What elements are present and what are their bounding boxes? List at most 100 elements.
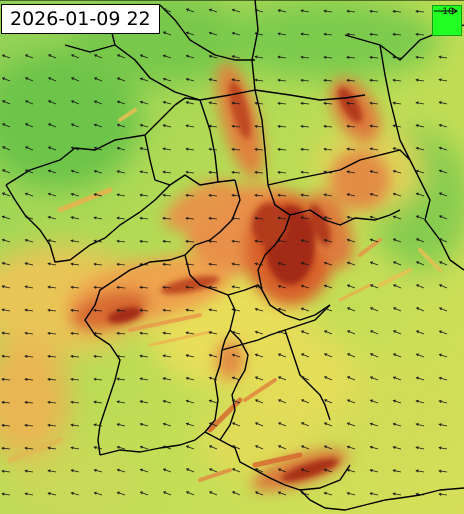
wind-arrow — [1, 400, 11, 404]
wind-arrow — [1, 308, 11, 312]
wind-arrow — [70, 123, 80, 128]
wind-arrow — [24, 492, 34, 496]
wind-arrow — [254, 399, 264, 404]
wind-arrow — [300, 239, 310, 243]
wind-arrow — [254, 491, 264, 496]
wind-arrow — [1, 77, 11, 82]
wind-arrow — [346, 399, 356, 404]
border-line — [159, 4, 255, 61]
wind-arrow — [47, 354, 57, 358]
wind-arrow — [369, 399, 379, 404]
wind-arrow — [369, 147, 379, 151]
wind-arrow — [369, 330, 379, 335]
wind-arrow — [392, 330, 402, 335]
wind-arrow — [185, 239, 195, 243]
wind-arrow — [277, 101, 287, 105]
wind-arrow — [208, 8, 218, 13]
wind-arrow — [254, 330, 264, 335]
wind-arrow — [392, 55, 402, 59]
wind-arrow — [346, 32, 356, 36]
wind-arrow — [415, 261, 425, 266]
wind-arrow — [116, 377, 126, 381]
wind-arrow — [116, 468, 126, 473]
wind-arrow — [47, 169, 57, 174]
wind-arrow — [185, 216, 195, 220]
wind-arrow — [208, 216, 218, 220]
wind-arrow — [323, 170, 333, 174]
wind-arrow — [70, 146, 80, 151]
wind-arrow — [93, 216, 103, 220]
wind-arrow — [93, 239, 103, 243]
wind-arrow — [139, 123, 149, 128]
wind-arrow — [1, 285, 11, 289]
wind-arrow — [277, 239, 287, 243]
wind-arrow — [24, 146, 34, 151]
wind-arrow — [277, 422, 287, 427]
wind-arrow — [277, 399, 287, 404]
wind-arrow — [24, 215, 34, 220]
wind-arrow — [185, 8, 195, 13]
wind-arrow — [369, 215, 379, 220]
wind-arrow — [346, 445, 356, 450]
wind-arrow — [93, 308, 103, 312]
wind-arrow — [24, 400, 34, 404]
wind-arrow — [70, 423, 80, 427]
border-line — [267, 149, 464, 271]
wind-arrow — [231, 376, 241, 381]
wind-arrow — [369, 124, 379, 128]
wind-arrow — [392, 399, 402, 404]
wind-arrow — [208, 308, 218, 312]
wind-arrow — [438, 238, 448, 243]
wind-arrow — [47, 146, 57, 151]
wind-arrow — [277, 445, 287, 450]
wind-arrow — [208, 124, 218, 128]
wind-arrow — [93, 146, 103, 151]
wind-arrow — [70, 377, 80, 381]
wind-arrow — [438, 55, 448, 59]
wind-arrow — [346, 238, 356, 243]
wind-arrow — [231, 399, 241, 404]
wind-arrow — [323, 124, 333, 128]
wind-arrow — [47, 262, 57, 266]
border-line — [204, 431, 351, 491]
wind-arrow — [93, 262, 103, 266]
wind-arrow — [392, 101, 402, 105]
wind-arrow — [70, 216, 80, 220]
wind-arrow — [300, 353, 310, 358]
wind-arrow — [1, 354, 11, 358]
wind-arrow — [1, 100, 11, 105]
wind-arrow — [254, 55, 264, 59]
wind-arrow — [300, 422, 310, 427]
wind-arrow — [1, 261, 11, 266]
wind-arrow — [277, 193, 287, 197]
wind-arrow — [438, 353, 448, 358]
wind-arrow — [277, 491, 287, 496]
wind-arrow — [1, 146, 11, 151]
wind-arrow — [254, 101, 264, 105]
wind-arrow — [70, 285, 80, 289]
wind-arrow — [300, 32, 310, 36]
wind-arrow — [93, 169, 103, 174]
wind-arrow — [254, 32, 264, 36]
peak-wind-zones — [107, 80, 363, 482]
wind-arrow — [70, 100, 80, 105]
wind-arrow — [47, 215, 57, 220]
wind-arrow — [1, 469, 11, 473]
wind-arrow — [185, 147, 195, 151]
wind-arrow — [24, 469, 34, 473]
wind-arrow — [162, 216, 172, 220]
wind-arrow — [139, 216, 149, 220]
wind-arrow — [277, 353, 287, 358]
wind-arrow — [346, 284, 356, 289]
wind-arrow — [47, 77, 57, 82]
wind-arrow — [369, 284, 379, 289]
wind-arrow — [392, 78, 402, 82]
wind-arrow — [369, 492, 379, 496]
wind-arrow — [346, 422, 356, 427]
wind-arrow — [1, 377, 11, 381]
wind-arrow — [1, 169, 11, 174]
wind-arrow — [323, 78, 333, 82]
wind-arrow — [139, 193, 149, 197]
wind-arrow — [208, 376, 218, 381]
